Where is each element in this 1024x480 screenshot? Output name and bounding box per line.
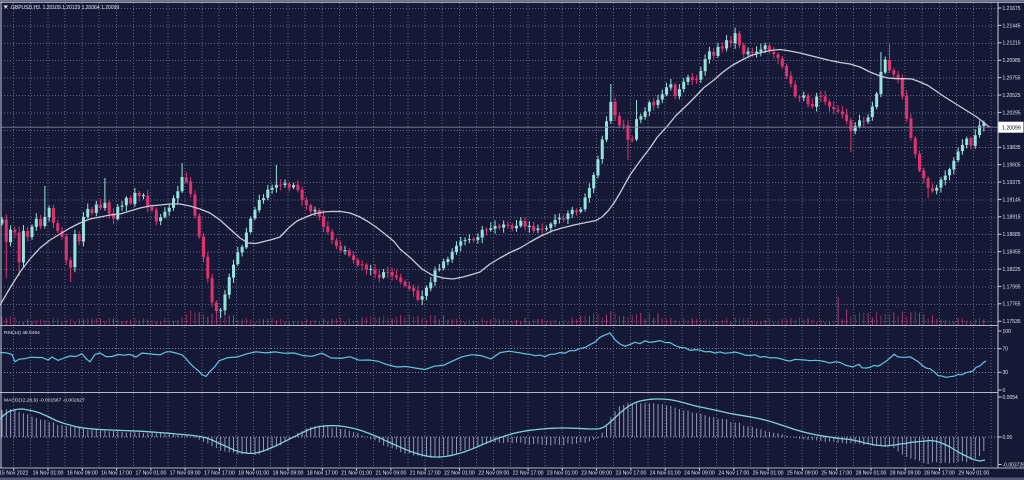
- svg-text:21 Nov 01:00: 21 Nov 01:00: [341, 470, 372, 476]
- svg-text:1.18225: 1.18225: [1003, 267, 1021, 273]
- svg-text:1.19145: 1.19145: [1003, 197, 1021, 203]
- svg-text:15 Nov 2022: 15 Nov 2022: [0, 470, 29, 476]
- svg-text:22 Nov 17:00: 22 Nov 17:00: [513, 470, 544, 476]
- svg-text:1.20985: 1.20985: [1003, 58, 1021, 64]
- svg-text:28 Nov 01:00: 28 Nov 01:00: [856, 470, 887, 476]
- svg-text:28 Nov 17:00: 28 Nov 17:00: [924, 470, 955, 476]
- svg-text:RSI(14) 48.0464: RSI(14) 48.0464: [4, 330, 40, 336]
- svg-text:1.21675: 1.21675: [1003, 6, 1021, 12]
- svg-text:21 Nov 17:00: 21 Nov 17:00: [410, 470, 441, 476]
- svg-text:MACD(12,26,9) -0.001567 -0.002: MACD(12,26,9) -0.001567 -0.002627: [4, 398, 85, 404]
- svg-text:GBPUSD,H3 1.20109 1.20129 1.2: GBPUSD,H3 1.20109 1.20129 1.20064 1.2009…: [11, 5, 119, 11]
- svg-text:24 Nov 09:00: 24 Nov 09:00: [684, 470, 715, 476]
- svg-text:24 Nov 01:00: 24 Nov 01:00: [650, 470, 681, 476]
- svg-text:21 Nov 09:00: 21 Nov 09:00: [375, 470, 406, 476]
- svg-text:1.20295: 1.20295: [1003, 110, 1021, 116]
- svg-text:1.17995: 1.17995: [1003, 284, 1021, 290]
- svg-text:1.21215: 1.21215: [1003, 41, 1021, 47]
- svg-text:70: 70: [1003, 347, 1009, 353]
- svg-text:23 Nov 01:00: 23 Nov 01:00: [547, 470, 578, 476]
- svg-text:-0.003726: -0.003726: [1003, 462, 1024, 468]
- svg-text:16 Nov 01:00: 16 Nov 01:00: [33, 470, 64, 476]
- svg-text:1.19375: 1.19375: [1003, 180, 1021, 186]
- svg-text:28 Nov 09:00: 28 Nov 09:00: [890, 470, 921, 476]
- svg-text:0.00: 0.00: [1003, 435, 1013, 441]
- svg-text:17 Nov 01:00: 17 Nov 01:00: [135, 470, 166, 476]
- svg-text:1.17765: 1.17765: [1003, 302, 1021, 308]
- svg-text:100: 100: [1003, 329, 1012, 335]
- svg-text:1.17535: 1.17535: [1003, 319, 1021, 325]
- svg-text:17 Nov 17:00: 17 Nov 17:00: [204, 470, 235, 476]
- svg-text:30: 30: [1003, 370, 1009, 376]
- svg-text:23 Nov 17:00: 23 Nov 17:00: [615, 470, 646, 476]
- svg-text:17 Nov 09:00: 17 Nov 09:00: [170, 470, 201, 476]
- svg-text:18 Nov 09:00: 18 Nov 09:00: [273, 470, 304, 476]
- svg-text:25 Nov 17:00: 25 Nov 17:00: [821, 470, 852, 476]
- svg-text:22 Nov 09:00: 22 Nov 09:00: [478, 470, 509, 476]
- svg-text:1.19835: 1.19835: [1003, 145, 1021, 151]
- svg-text:18 Nov 01:00: 18 Nov 01:00: [238, 470, 269, 476]
- svg-text:18 Nov 17:00: 18 Nov 17:00: [307, 470, 338, 476]
- svg-text:0: 0: [1003, 388, 1006, 394]
- svg-text:1.19605: 1.19605: [1003, 163, 1021, 169]
- svg-text:23 Nov 09:00: 23 Nov 09:00: [581, 470, 612, 476]
- svg-text:0.0054: 0.0054: [1003, 395, 1019, 401]
- svg-text:1.18685: 1.18685: [1003, 232, 1021, 238]
- svg-text:1.21445: 1.21445: [1003, 23, 1021, 29]
- svg-text:1.20099: 1.20099: [1002, 125, 1021, 131]
- svg-text:24 Nov 17:00: 24 Nov 17:00: [718, 470, 749, 476]
- svg-text:22 Nov 01:00: 22 Nov 01:00: [444, 470, 475, 476]
- svg-text:1.18455: 1.18455: [1003, 250, 1021, 256]
- svg-text:25 Nov 01:00: 25 Nov 01:00: [753, 470, 784, 476]
- svg-text:16 Nov 09:00: 16 Nov 09:00: [67, 470, 98, 476]
- svg-text:1.18915: 1.18915: [1003, 215, 1021, 221]
- svg-text:16 Nov 17:00: 16 Nov 17:00: [101, 470, 132, 476]
- svg-text:29 Nov 01:00: 29 Nov 01:00: [958, 470, 989, 476]
- svg-text:1.20525: 1.20525: [1003, 93, 1021, 99]
- svg-text:25 Nov 09:00: 25 Nov 09:00: [787, 470, 818, 476]
- svg-text:1.20755: 1.20755: [1003, 76, 1021, 82]
